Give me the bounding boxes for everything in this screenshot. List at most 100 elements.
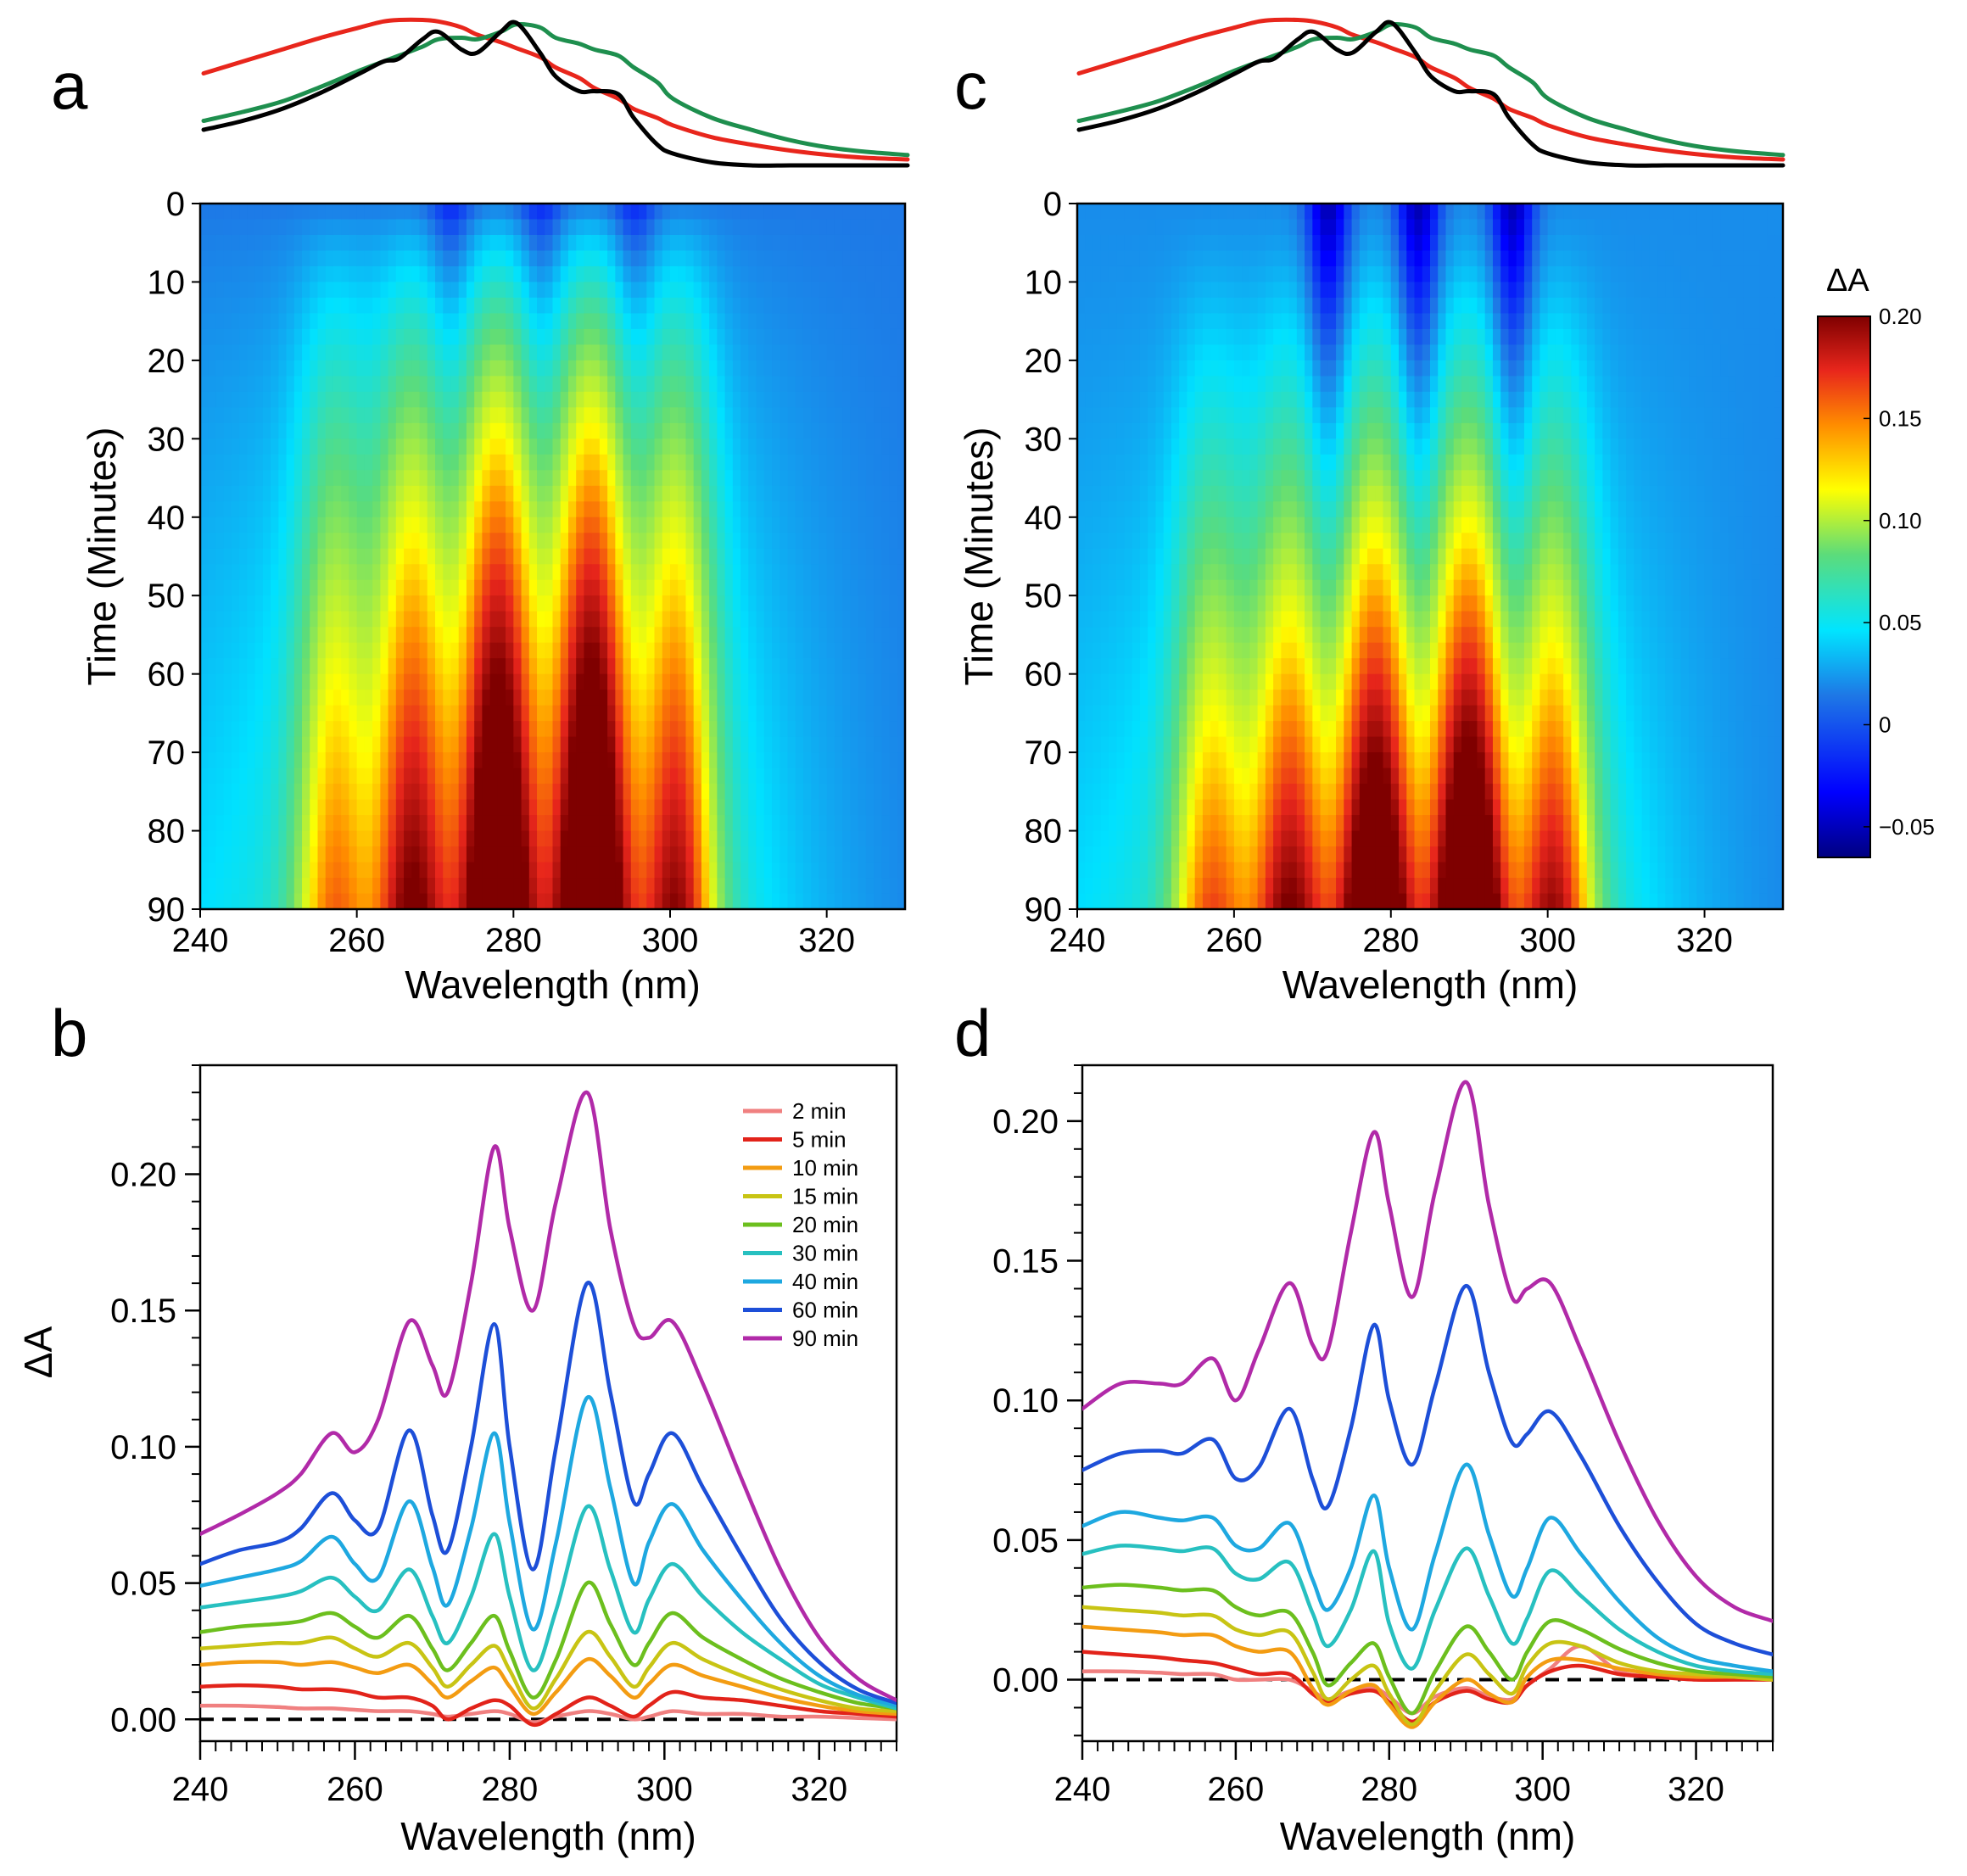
heatmap-cell: [482, 454, 491, 471]
heatmap-cell: [881, 564, 891, 581]
heatmap-cell: [474, 548, 483, 565]
heatmap-cell: [356, 784, 366, 801]
heatmap-cell: [756, 752, 765, 769]
heatmap-cell: [450, 422, 460, 439]
heatmap-cell: [639, 391, 647, 408]
heatmap-cell: [732, 736, 741, 753]
heatmap-cell: [670, 376, 679, 393]
heatmap-cell: [1210, 815, 1219, 832]
heatmap-cell: [286, 673, 295, 690]
heatmap-cell: [474, 705, 483, 722]
heatmap-cell: [474, 673, 483, 690]
heatmap-cell: [1187, 893, 1196, 909]
heatmap-cell: [662, 297, 671, 315]
heatmap-cell: [881, 595, 891, 612]
heatmap-cell: [1108, 391, 1117, 408]
heatmap-cell: [607, 815, 616, 832]
heatmap-cell: [1100, 485, 1109, 502]
heatmap-cell: [662, 470, 671, 487]
y-tick-label: 20: [148, 343, 186, 380]
heatmap-cell: [395, 862, 405, 879]
heatmap-cell: [630, 391, 640, 408]
heatmap-cell: [286, 250, 295, 267]
heatmap-cell: [513, 690, 522, 706]
heatmap-cell: [364, 752, 373, 769]
heatmap-cell: [411, 627, 421, 644]
heatmap-cell: [1124, 219, 1133, 236]
heatmap-cell: [607, 862, 616, 879]
heatmap-cell: [1124, 501, 1133, 518]
heatmap-cell: [678, 815, 687, 832]
heatmap-cell: [897, 548, 905, 565]
heatmap-cell: [850, 344, 859, 361]
heatmap-cell: [286, 407, 295, 424]
heatmap-cell: [489, 579, 499, 596]
heatmap-cell: [584, 407, 593, 424]
heatmap-cell: [302, 234, 310, 252]
heatmap-cell: [411, 752, 421, 769]
heatmap-cell: [1148, 533, 1157, 550]
heatmap-cell: [1139, 533, 1148, 550]
heatmap-cell: [701, 705, 710, 722]
heatmap-cell: [317, 533, 327, 550]
heatmap-cell: [380, 878, 389, 895]
heatmap-cell: [819, 516, 828, 533]
heatmap-cell: [349, 815, 358, 832]
heatmap-cell: [724, 360, 734, 377]
heatmap-cell: [1226, 265, 1235, 283]
heatmap-cell: [1194, 548, 1204, 565]
heatmap-cell: [466, 611, 475, 628]
heatmap-cell: [1210, 234, 1219, 252]
heatmap-cell: [889, 501, 898, 518]
heatmap-cell: [811, 579, 820, 596]
heatmap-cell: [685, 690, 695, 706]
heatmap-cell: [1171, 438, 1180, 455]
heatmap-cell: [380, 204, 389, 221]
heatmap-cell: [858, 234, 867, 252]
heatmap-cell: [678, 564, 687, 581]
heatmap-cell: [584, 752, 593, 769]
heatmap-cell: [497, 219, 506, 236]
heatmap-cell: [646, 219, 656, 236]
heatmap-cell: [1210, 784, 1219, 801]
heatmap-cell: [701, 204, 710, 221]
heatmap-cell: [693, 219, 702, 236]
heatmap-cell: [584, 862, 593, 879]
heatmap-cell: [740, 799, 749, 816]
heatmap-cell: [489, 344, 499, 361]
heatmap-cell: [834, 313, 843, 330]
heatmap-cell: [1187, 533, 1196, 550]
heatmap-cell: [200, 878, 209, 895]
heatmap-cell: [639, 265, 647, 283]
heatmap-cell: [482, 265, 491, 283]
heatmap-cell: [482, 611, 491, 628]
heatmap-cell: [607, 595, 616, 612]
heatmap-cell: [1139, 893, 1148, 909]
heatmap-cell: [795, 265, 804, 283]
heatmap-cell: [639, 313, 647, 330]
heatmap-cell: [685, 799, 695, 816]
heatmap-cell: [537, 485, 545, 502]
heatmap-cell: [1085, 642, 1094, 659]
heatmap-cell: [1092, 627, 1102, 644]
heatmap-cell: [654, 501, 663, 518]
heatmap-cell: [537, 768, 545, 784]
heatmap-cell: [639, 595, 647, 612]
heatmap-cell: [842, 376, 851, 393]
heatmap-cell: [693, 595, 702, 612]
heatmap-cell: [1124, 815, 1133, 832]
heatmap-cell: [271, 438, 279, 455]
heatmap-cell: [740, 533, 749, 550]
y-tick-label: 40: [148, 500, 186, 537]
heatmap-cell: [404, 736, 412, 753]
heatmap-cell: [1139, 627, 1148, 644]
heatmap-cell: [310, 673, 319, 690]
heatmap-cell: [811, 862, 820, 879]
heatmap-cell: [630, 313, 640, 330]
heatmap-cell: [293, 595, 303, 612]
heatmap-cell: [1187, 736, 1196, 753]
heatmap-cell: [732, 376, 741, 393]
heatmap-cell: [865, 438, 875, 455]
heatmap-cell: [811, 721, 820, 738]
